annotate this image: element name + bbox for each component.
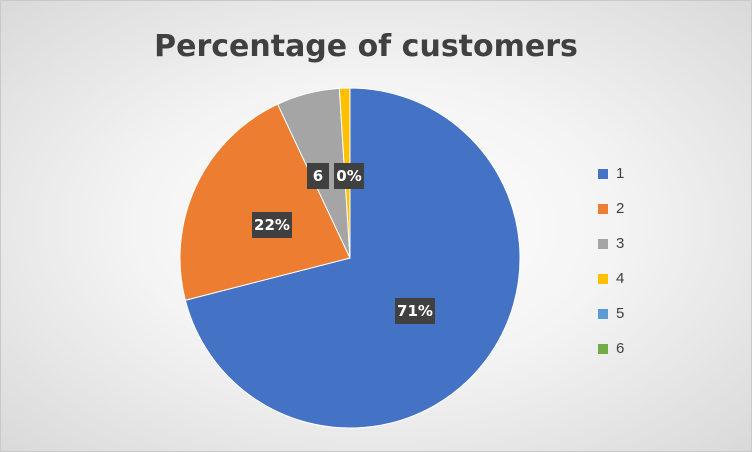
legend-label: 3	[616, 235, 625, 252]
data-label-2: 22%	[252, 212, 292, 238]
legend-label: 6	[616, 340, 625, 357]
legend-label: 2	[616, 200, 625, 217]
chart-legend: 1 2 3 4 5 6	[598, 156, 624, 366]
legend-swatch	[598, 308, 608, 319]
legend-swatch	[598, 203, 608, 214]
data-label-1: 71%	[395, 298, 435, 324]
legend-item-4: 4	[598, 261, 624, 296]
pie-slice-1	[184, 87, 521, 429]
legend-swatch	[598, 273, 608, 284]
pie-slice-2	[179, 103, 351, 301]
legend-label: 4	[616, 270, 625, 287]
svg-text:71%: 71%	[397, 302, 433, 320]
svg-text:6: 6	[313, 167, 323, 185]
legend-label: 1	[616, 165, 625, 182]
legend-swatch	[598, 168, 608, 179]
legend-swatch	[598, 343, 608, 354]
legend-item-3: 3	[598, 226, 624, 261]
legend-item-6: 6	[598, 331, 624, 366]
svg-text:0%: 0%	[336, 167, 361, 185]
legend-label: 5	[616, 305, 625, 322]
svg-text:22%: 22%	[254, 216, 290, 234]
legend-item-2: 2	[598, 191, 624, 226]
chart-title: Percentage of customers	[154, 29, 578, 64]
data-label-3: 6	[307, 163, 329, 189]
legend-item-5: 5	[598, 296, 624, 331]
legend-item-1: 1	[598, 156, 624, 191]
data-label-4: 0%	[334, 163, 364, 189]
legend-swatch	[598, 238, 608, 249]
